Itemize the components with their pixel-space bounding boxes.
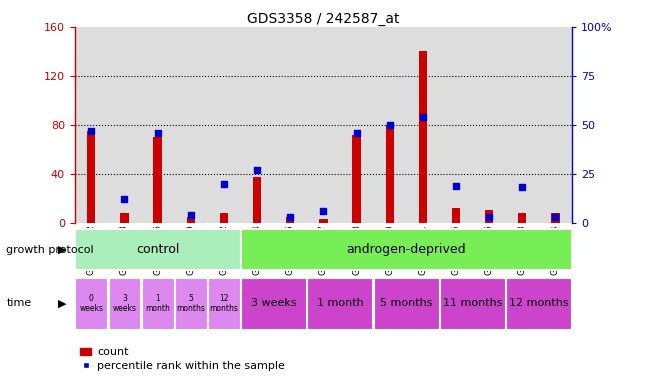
Text: 11 months: 11 months: [443, 298, 502, 308]
Bar: [153, 137, 162, 223]
Bar: [551, 213, 560, 223]
Point: [384, 122, 395, 128]
Bar: [352, 135, 361, 223]
Point: [218, 180, 229, 187]
Bar: [307, 27, 340, 223]
Bar: [406, 27, 439, 223]
Point: [484, 214, 494, 220]
Legend: count, percentile rank within the sample: count, percentile rank within the sample: [81, 348, 285, 371]
Point: [152, 129, 162, 136]
Bar: [385, 125, 394, 223]
Point: [252, 167, 262, 173]
Bar: [286, 217, 294, 223]
Bar: [319, 219, 328, 223]
Bar: [473, 27, 506, 223]
FancyBboxPatch shape: [75, 229, 240, 270]
FancyBboxPatch shape: [109, 278, 140, 329]
Text: 12
months: 12 months: [209, 294, 239, 313]
Point: [318, 208, 328, 214]
Text: 5
months: 5 months: [176, 294, 205, 313]
Bar: [240, 27, 274, 223]
Bar: [253, 177, 261, 223]
Bar: [141, 27, 174, 223]
Point: [517, 184, 528, 190]
Bar: [274, 27, 307, 223]
FancyBboxPatch shape: [440, 278, 505, 329]
Bar: [120, 213, 129, 223]
Bar: [340, 27, 373, 223]
Point: [186, 212, 196, 218]
Point: [120, 196, 130, 202]
Text: androgen-deprived: androgen-deprived: [346, 243, 466, 256]
Text: time: time: [6, 298, 32, 308]
Bar: [220, 213, 228, 223]
Point: [86, 127, 97, 134]
Bar: [518, 213, 527, 223]
FancyBboxPatch shape: [307, 278, 372, 329]
Bar: [452, 208, 460, 223]
Text: control: control: [136, 243, 179, 256]
Bar: [174, 27, 207, 223]
FancyBboxPatch shape: [142, 278, 174, 329]
Bar: [506, 27, 539, 223]
Text: 1
month: 1 month: [145, 294, 170, 313]
Bar: [439, 27, 473, 223]
Text: ▶: ▶: [57, 245, 66, 255]
FancyBboxPatch shape: [240, 229, 572, 270]
Bar: [75, 27, 108, 223]
Text: 5 months: 5 months: [380, 298, 432, 308]
Text: 3
weeks: 3 weeks: [112, 294, 136, 313]
Title: GDS3358 / 242587_at: GDS3358 / 242587_at: [247, 12, 400, 26]
Bar: [207, 27, 240, 223]
Point: [550, 214, 560, 220]
FancyBboxPatch shape: [75, 278, 107, 329]
Point: [450, 182, 461, 189]
Point: [417, 114, 428, 120]
Point: [285, 214, 295, 220]
Bar: [539, 27, 572, 223]
Bar: [485, 210, 493, 223]
Bar: [373, 27, 406, 223]
Text: ▶: ▶: [57, 298, 66, 308]
FancyBboxPatch shape: [175, 278, 207, 329]
FancyBboxPatch shape: [241, 278, 306, 329]
FancyBboxPatch shape: [374, 278, 439, 329]
Text: 12 months: 12 months: [509, 298, 569, 308]
Bar: [419, 51, 427, 223]
FancyBboxPatch shape: [506, 278, 571, 329]
Text: 3 weeks: 3 weeks: [251, 298, 296, 308]
Bar: [108, 27, 141, 223]
FancyBboxPatch shape: [208, 278, 240, 329]
Text: 0
weeks: 0 weeks: [79, 294, 103, 313]
Text: 1 month: 1 month: [317, 298, 363, 308]
Bar: [87, 131, 96, 223]
Text: growth protocol: growth protocol: [6, 245, 94, 255]
Bar: [187, 217, 195, 223]
Point: [351, 129, 361, 136]
